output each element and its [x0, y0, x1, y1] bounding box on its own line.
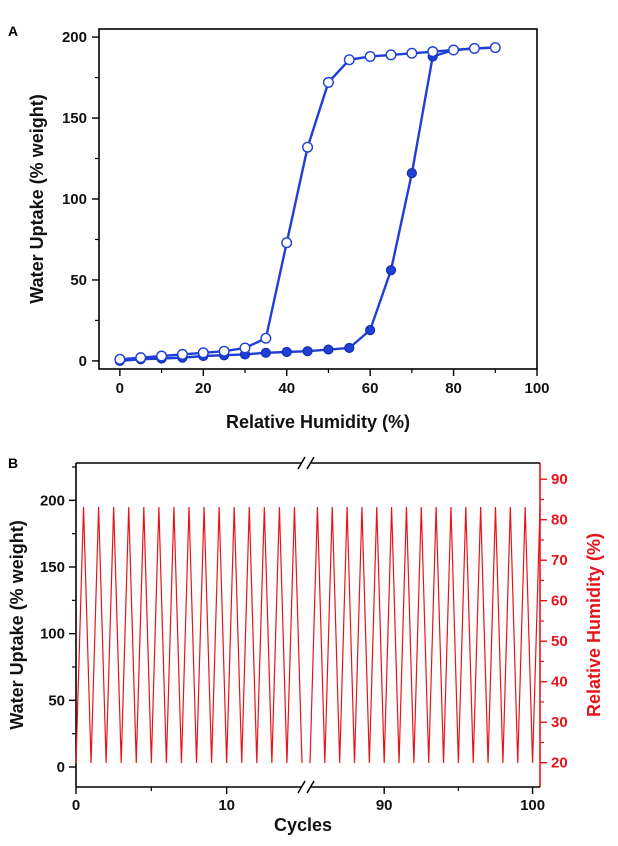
panel-a-open-point	[197, 347, 209, 359]
panel-a-open-point	[322, 76, 334, 88]
panel-a-y-tick-label: 100	[62, 191, 87, 208]
axis-break-mark	[306, 780, 315, 794]
panel-b-y2-axis-title: Relative Humidity (%)	[584, 533, 604, 717]
panel-a-adsorption-line	[119, 46, 496, 363]
panel-a-open-point	[406, 47, 418, 59]
panel-b-trace-segment-2	[309, 506, 541, 764]
panel-a-filled-point	[323, 344, 334, 355]
axis-break-mark	[306, 456, 315, 470]
panel-a-frame	[98, 28, 538, 370]
panel-b-x-tick-label: 10	[218, 797, 235, 814]
panel-a-filled-point	[281, 346, 292, 358]
panel-a-x-tick-label: 80	[445, 380, 462, 397]
panel-a-y-tick-label: 0	[79, 353, 87, 370]
panel-a-open-point	[260, 332, 272, 344]
panel-a-filled-point	[365, 325, 376, 336]
panel-a-filled-point	[406, 167, 417, 179]
panel-a-filled-point	[302, 346, 313, 357]
panel-a-open-point	[218, 345, 230, 357]
panel-a-filled-point	[344, 342, 355, 354]
panel-b-y-tick-label: 200	[40, 492, 65, 509]
panel-a-x-axis-title: Relative Humidity (%)	[226, 412, 410, 432]
panel-a-x-tick-label: 60	[362, 380, 379, 397]
panel-b-trace-segment-1	[75, 506, 303, 764]
panel-b-y2-tick-label: 60	[551, 593, 568, 610]
panel-b-x-tick-label: 0	[72, 797, 80, 814]
panel-b-y-tick-label: 50	[48, 692, 65, 709]
panel-a-y-tick-label: 150	[62, 110, 87, 127]
panel-b-x-tick-label: 100	[520, 797, 545, 814]
panel-a-y-tick-label: 200	[62, 29, 87, 46]
panel-a-x-tick-label: 100	[524, 380, 549, 397]
panel-a-open-point	[281, 237, 293, 249]
panel-b-y2-tick-label: 90	[551, 471, 568, 488]
panel-b-y2-tick-label: 40	[551, 674, 568, 691]
panel-a-open-point	[468, 42, 480, 54]
panel-b-y2-tick-label: 30	[551, 714, 568, 731]
axis-break-mark	[297, 780, 306, 794]
panel-a-desorption-line	[119, 46, 496, 361]
panel-a-y-tick-label: 50	[70, 272, 87, 289]
panel-b-y2-tick-label: 20	[551, 755, 568, 772]
panel-a-filled-point	[385, 265, 397, 276]
panel-a-y-axis-title: Water Uptake (% weight)	[27, 94, 47, 303]
panel-a-label: A	[8, 23, 18, 39]
panel-b-y2-tick-label: 80	[551, 512, 568, 529]
panel-a-open-point	[385, 49, 397, 61]
panel-b-y-axis-title: Water Uptake (% weight)	[7, 520, 27, 729]
panel-b-x-tick-label: 90	[376, 797, 393, 814]
panel-b-y-tick-label: 100	[40, 626, 65, 643]
panel-a-open-point	[239, 342, 251, 354]
panel-b-y2-tick-label: 70	[551, 552, 568, 569]
panel-b-y-tick-label: 150	[40, 559, 65, 576]
panel-a-open-point	[156, 350, 168, 362]
panel-a-open-point	[364, 51, 376, 63]
panel-a-x-tick-label: 40	[278, 380, 295, 397]
panel-a-open-point	[448, 44, 460, 56]
panel-b-label: B	[8, 455, 18, 471]
panel-a-filled-point	[260, 347, 271, 358]
panel-b-y-tick-label: 0	[57, 759, 65, 776]
panel-a-open-point	[135, 352, 147, 364]
axis-break-mark	[297, 456, 306, 470]
panel-a-x-tick-label: 0	[116, 380, 124, 397]
panel-b-x-axis-title: Cycles	[274, 815, 332, 835]
panel-a-open-point	[302, 141, 314, 153]
panel-a-open-point	[343, 54, 355, 66]
panel-a-x-tick-label: 20	[195, 380, 212, 397]
panel-a-open-point	[427, 46, 439, 58]
panel-b-y2-tick-label: 50	[551, 633, 568, 650]
panel-a-open-point	[114, 353, 126, 365]
panel-a-open-point	[176, 348, 188, 360]
panel-a-open-point	[489, 42, 501, 54]
